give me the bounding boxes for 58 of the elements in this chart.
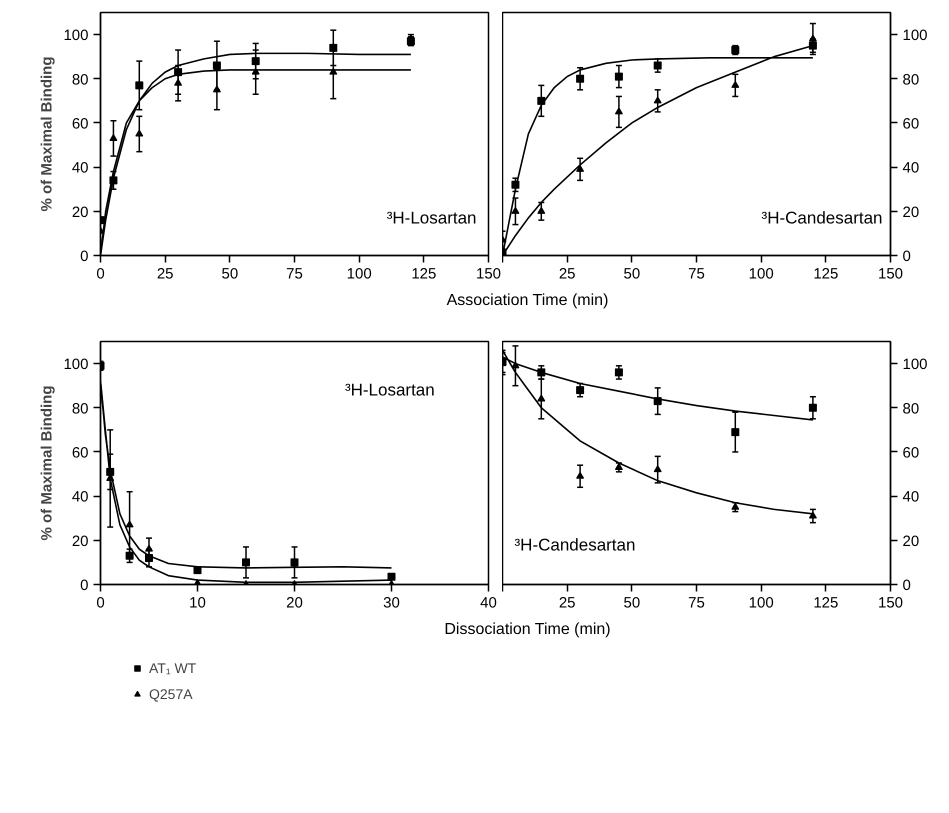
x-tick-label: 10 bbox=[189, 594, 206, 612]
y-tick-label: 60 bbox=[902, 115, 920, 132]
y-tick-label: 80 bbox=[72, 71, 89, 88]
y-tick-label: 20 bbox=[72, 532, 89, 550]
x-tick-label: 25 bbox=[558, 594, 576, 612]
annotation: ³H-Losartan bbox=[386, 208, 477, 228]
x-tick-label: 125 bbox=[813, 266, 838, 282]
annotation: ³H-Losartan bbox=[344, 380, 435, 400]
y-tick-label: 80 bbox=[72, 400, 89, 418]
x-tick-label: 0 bbox=[96, 594, 105, 612]
x-tick-label: 100 bbox=[346, 266, 372, 282]
x-tick-label: 20 bbox=[286, 594, 303, 612]
y-tick-label: 100 bbox=[63, 27, 89, 44]
x-tick-label: 25 bbox=[156, 266, 174, 282]
y-tick-label: 100 bbox=[902, 27, 928, 44]
y-tick-label: 60 bbox=[902, 444, 920, 462]
x-axis-title: Dissociation Time (min) bbox=[444, 620, 611, 640]
x-tick-label: 75 bbox=[688, 266, 705, 282]
legend-label: AT₁ WT bbox=[149, 660, 196, 676]
y-tick-label: 20 bbox=[902, 532, 920, 550]
x-tick-label: 150 bbox=[476, 266, 502, 282]
x-tick-label: 30 bbox=[383, 594, 400, 612]
x-tick-label: 50 bbox=[623, 266, 640, 282]
x-tick-label: 75 bbox=[286, 266, 303, 282]
y-tick-label: 0 bbox=[902, 248, 911, 265]
y-tick-label: 0 bbox=[80, 248, 88, 265]
y-tick-label: 60 bbox=[72, 115, 89, 132]
y-tick-label: 80 bbox=[902, 71, 920, 88]
annotation: ³H-Candesartan bbox=[514, 536, 636, 554]
y-tick-label: 60 bbox=[72, 444, 89, 462]
y-tick-label: 40 bbox=[72, 160, 89, 177]
y-tick-label: 80 bbox=[902, 400, 920, 418]
x-tick-label: 50 bbox=[221, 266, 238, 282]
y-tick-label: 40 bbox=[902, 160, 920, 177]
x-tick-label: 125 bbox=[411, 266, 436, 282]
y-tick-label: 0 bbox=[902, 577, 911, 594]
x-tick-label: 0 bbox=[96, 266, 105, 282]
y-tick-label: 20 bbox=[902, 204, 920, 221]
y-tick-label: 40 bbox=[902, 488, 920, 506]
x-tick-label: 40 bbox=[480, 594, 497, 612]
x-tick-label: 25 bbox=[558, 266, 576, 282]
y-tick-label: 100 bbox=[902, 356, 928, 374]
y-axis-title: % of Maximal Binding bbox=[38, 56, 56, 212]
x-axis-title: Association Time (min) bbox=[446, 291, 608, 311]
legend-label: Q257A bbox=[149, 686, 193, 702]
y-axis-title: % of Maximal Binding bbox=[38, 385, 56, 541]
x-tick-label: 150 bbox=[878, 266, 904, 282]
x-tick-label: 100 bbox=[748, 594, 774, 612]
x-tick-label: 150 bbox=[878, 594, 904, 612]
y-tick-label: 0 bbox=[80, 577, 88, 594]
x-tick-label: 50 bbox=[623, 594, 640, 612]
x-tick-label: 125 bbox=[813, 594, 838, 612]
y-tick-label: 20 bbox=[72, 204, 89, 221]
y-tick-label: 40 bbox=[72, 488, 89, 506]
annotation: ³H-Candesartan bbox=[762, 208, 883, 228]
y-tick-label: 100 bbox=[63, 356, 89, 374]
x-tick-label: 75 bbox=[688, 594, 705, 612]
x-tick-label: 100 bbox=[748, 266, 774, 282]
